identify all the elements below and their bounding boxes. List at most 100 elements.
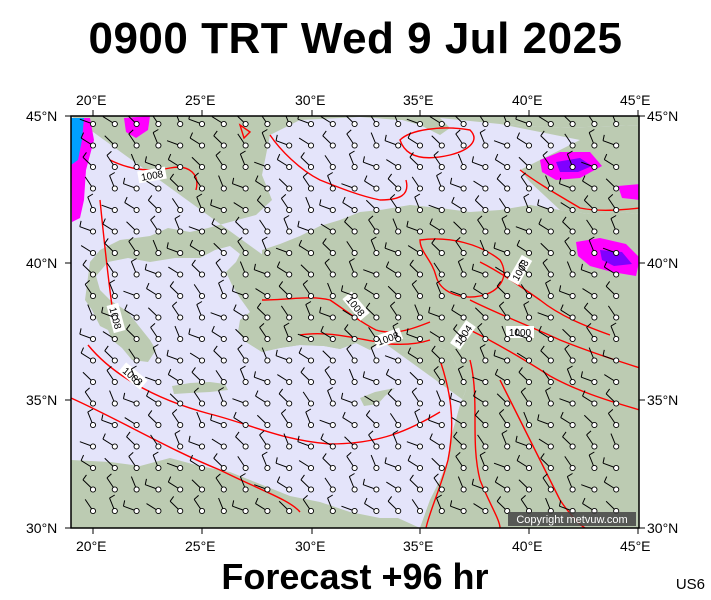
wind-station: [547, 271, 554, 278]
wind-barb-feather: [455, 451, 461, 457]
wind-barb-feather: [385, 368, 390, 375]
isobar-small: [238, 123, 252, 140]
wind-station: [307, 292, 315, 300]
wind-barb-feather: [128, 451, 134, 457]
rain-area-west-core: [71, 118, 84, 165]
wind-barb-feather: [428, 306, 431, 313]
wind-station: [416, 443, 424, 450]
wind-station: [373, 120, 380, 128]
wind-barb-feather: [558, 285, 562, 292]
wind-barb-feather: [538, 325, 542, 332]
wind-barb-feather: [362, 478, 365, 485]
wind-barb-feather: [276, 261, 281, 268]
wind-barb-feather: [146, 282, 150, 289]
wind-station: [264, 400, 271, 407]
wind-station: [504, 292, 511, 300]
wind-barb-feather: [562, 431, 567, 438]
wind-station: [373, 357, 380, 364]
wind-barb-feather: [302, 172, 308, 178]
wind-station: [286, 228, 293, 235]
wind-station: [460, 357, 467, 364]
wind-barb-feather: [449, 392, 453, 399]
wind-station: [264, 378, 271, 386]
wind-station: [351, 228, 358, 235]
wind-station: [242, 464, 249, 472]
wind-station: [438, 163, 445, 171]
wind-barb-feather: [567, 150, 573, 155]
wind-station: [198, 464, 206, 472]
wind-station: [569, 120, 576, 128]
isobar-blacksea: [269, 134, 408, 201]
wind-barb-feather: [365, 410, 371, 416]
wind-barb-feather: [101, 414, 104, 421]
wind-barb-feather: [152, 344, 159, 348]
wind-barb-feather: [368, 215, 374, 221]
wind-station: [220, 163, 227, 171]
wind-barb-feather: [537, 199, 540, 206]
wind-station: [373, 400, 380, 407]
wind-barb-feather: [169, 281, 175, 287]
wind-barb-feather: [211, 218, 215, 225]
wind-station: [395, 507, 402, 515]
wind-station: [569, 421, 576, 429]
wind-station: [111, 163, 118, 171]
wind-station: [89, 142, 97, 149]
wind-station: [264, 314, 271, 321]
wind-station: [198, 142, 206, 149]
wind-station: [133, 507, 140, 515]
wind-barb-feather: [516, 454, 521, 461]
wind-station: [242, 443, 249, 450]
wind-station: [416, 314, 424, 321]
wind-barb-feather: [538, 218, 542, 225]
wind-barb-feather: [152, 451, 159, 456]
wind-barb-feather: [79, 220, 82, 227]
wind-station: [242, 314, 249, 321]
wind-barb-feather: [564, 236, 570, 242]
wind-station: [89, 271, 97, 278]
wind-station: [504, 142, 511, 149]
wind-station: [111, 507, 118, 515]
wind-station: [569, 335, 576, 343]
wind-barb-feather: [169, 173, 175, 180]
wind-station: [504, 120, 511, 128]
wind-station: [482, 292, 489, 300]
wind-station: [373, 378, 380, 386]
wind-barb-feather: [235, 216, 240, 223]
wind-barb-feather: [502, 108, 507, 111]
wind-station: [307, 507, 315, 515]
wind-barb-feather: [79, 328, 82, 335]
wind-station: [482, 185, 489, 192]
wind-barb-feather: [610, 215, 617, 219]
wind-station: [264, 507, 271, 515]
wind-station: [395, 163, 402, 171]
wind-barb-feather: [278, 388, 284, 395]
wind-barb-feather: [124, 304, 128, 311]
wind-barb-feather: [560, 304, 564, 311]
rain-area-armenia-core: [600, 250, 632, 266]
wind-barb-feather: [128, 236, 134, 242]
wind-barb-feather: [261, 451, 268, 456]
wind-station: [613, 443, 620, 450]
wind-station: [198, 249, 206, 257]
wind-station: [591, 249, 598, 257]
wind-station: [242, 185, 249, 192]
wind-barb-feather: [340, 285, 344, 292]
wind-barb-feather: [608, 193, 614, 199]
wind-barb-feather: [392, 322, 399, 327]
wind-station: [286, 378, 293, 386]
wind-station: [133, 249, 140, 257]
wind-barb-feather: [146, 390, 150, 397]
wind-station: [133, 314, 140, 321]
wind-station: [591, 271, 598, 278]
wind-station: [525, 464, 533, 472]
wind-station: [525, 421, 533, 429]
wind-barb-feather: [603, 261, 608, 268]
wind-station: [395, 249, 402, 257]
wind-barb-feather: [236, 109, 240, 114]
wind-station: [220, 249, 227, 257]
wind-station: [569, 206, 576, 214]
wind-station: [286, 421, 293, 429]
wind-station: [242, 335, 249, 343]
wind-station: [89, 228, 97, 235]
wind-station: [242, 400, 249, 407]
